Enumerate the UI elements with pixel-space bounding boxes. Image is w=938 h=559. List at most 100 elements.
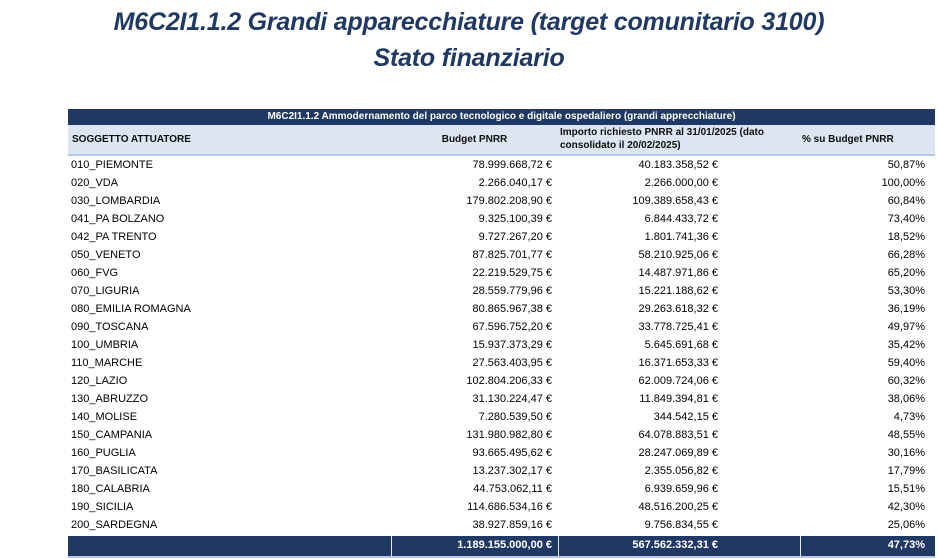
budget-cell: 28.559.779,96 €	[472, 285, 552, 297]
importo-cell: 5.645.691,68 €	[644, 339, 718, 351]
importo-cell: 48.516.200,25 €	[638, 501, 718, 513]
importo-cell: 11.849.394,81 €	[639, 393, 718, 405]
budget-cell: 22.219.529,75 €	[472, 267, 552, 279]
region-cell: 030_LOMBARDIA	[71, 195, 161, 207]
pct-cell: 36,19%	[887, 303, 925, 315]
table-row: 160_PUGLIA 93.665.495,62 € 28.247.069,89…	[68, 444, 935, 462]
budget-cell: 78.999.668,72 €	[472, 159, 552, 171]
pct-cell: 50,87%	[887, 159, 925, 171]
pct-cell: 35,42%	[887, 339, 925, 351]
table-row: 060_FVG 22.219.529,75 € 14.487.971,86 € …	[68, 264, 935, 282]
column-header-soggetto: SOGGETTO ATTUATORE	[72, 134, 191, 145]
region-cell: 042_PA TRENTO	[71, 231, 157, 243]
pct-cell: 59,40%	[887, 357, 925, 369]
importo-cell: 109.389.658,43 €	[632, 195, 718, 207]
budget-cell: 9.727.267,20 €	[478, 231, 552, 243]
pct-cell: 66,28%	[887, 249, 925, 261]
table-band-title: M6C2I1.1.2 Ammodernamento del parco tecn…	[68, 109, 935, 125]
budget-cell: 31.130.224,47 €	[472, 393, 552, 405]
page-title-line2: Stato finanziario	[373, 43, 565, 72]
table-row: 050_VENETO 87.825.701,77 € 58.210.925,06…	[68, 246, 935, 264]
pct-cell: 48,55%	[887, 429, 925, 441]
page-title-line1: M6C2I1.1.2 Grandi apparecchiature (targe…	[113, 8, 825, 36]
table-row: 090_TOSCANA 67.596.752,20 € 33.778.725,4…	[68, 318, 935, 336]
pct-cell: 30,16%	[887, 447, 925, 459]
importo-cell: 9.756.834,55 €	[644, 519, 718, 531]
pct-cell: 18,52%	[887, 231, 925, 243]
pct-cell: 25,06%	[887, 519, 925, 531]
region-cell: 110_MARCHE	[71, 357, 143, 369]
importo-cell: 58.210.925,06 €	[638, 249, 718, 261]
region-cell: 041_PA BOLZANO	[71, 213, 165, 225]
column-header-importo: Importo richiesto PNRR al 31/01/2025 (da…	[560, 127, 764, 151]
importo-cell: 2.355.056,82 €	[644, 465, 718, 477]
region-cell: 020_VDA	[71, 177, 119, 189]
pct-cell: 49,97%	[887, 321, 925, 333]
region-cell: 170_BASILICATA	[71, 465, 158, 477]
pct-cell: 42,30%	[887, 501, 925, 513]
importo-cell: 33.778.725,41 €	[638, 321, 718, 333]
budget-cell: 7.280.539,50 €	[478, 411, 552, 423]
region-cell: 130_ABRUZZO	[71, 393, 149, 405]
financial-status-table: M6C2I1.1.2 Ammodernamento del parco tecn…	[68, 109, 935, 558]
budget-cell: 87.825.701,77 €	[472, 249, 552, 261]
pct-cell: 4,73%	[893, 411, 925, 423]
importo-cell: 64.078.883,51 €	[638, 429, 718, 441]
budget-cell: 13.237.302,17 €	[472, 465, 552, 477]
pct-cell: 15,51%	[887, 483, 925, 495]
budget-cell: 93.665.495,62 €	[472, 447, 552, 459]
table-row: 030_LOMBARDIA 179.802.208,90 € 109.389.6…	[68, 192, 935, 210]
budget-cell: 27.563.403,95 €	[472, 357, 552, 369]
region-cell: 190_SICILIA	[71, 501, 134, 513]
total-budget-cell: 1.189.155.000,00 €	[391, 536, 558, 556]
region-cell: 180_CALABRIA	[71, 483, 150, 495]
budget-cell: 179.802.208,90 €	[466, 195, 552, 207]
row-divider	[68, 534, 935, 536]
budget-cell: 44.753.062,11 €	[473, 483, 552, 495]
importo-cell: 15.221.188,62 €	[638, 285, 718, 297]
region-cell: 090_TOSCANA	[71, 321, 149, 333]
budget-cell: 2.266.040,17 €	[478, 177, 552, 189]
table-row: 180_CALABRIA 44.753.062,11 € 6.939.659,9…	[68, 480, 935, 498]
table-row: 150_CAMPANIA 131.980.982,80 € 64.078.883…	[68, 426, 935, 444]
importo-cell: 40.183.358,52 €	[638, 159, 718, 171]
budget-cell: 131.980.982,80 €	[466, 429, 552, 441]
pct-cell: 38,06%	[887, 393, 925, 405]
importo-cell: 14.487.971,86 €	[638, 267, 718, 279]
table-row: 010_PIEMONTE 78.999.668,72 € 40.183.358,…	[68, 156, 935, 174]
table-row: 140_MOLISE 7.280.539,50 € 344.542,15 € 4…	[68, 408, 935, 426]
table-row: 080_EMILIA ROMAGNA 80.865.967,38 € 29.26…	[68, 300, 935, 318]
importo-cell: 1.801.741,36 €	[644, 231, 718, 243]
region-cell: 200_SARDEGNA	[71, 519, 158, 531]
importo-cell: 344.542,15 €	[653, 411, 718, 423]
region-cell: 050_VENETO	[71, 249, 141, 261]
importo-cell: 6.939.659,96 €	[644, 483, 718, 495]
pct-cell: 17,79%	[887, 465, 925, 477]
importo-cell: 2.266.000,00 €	[644, 177, 718, 189]
table-row: 170_BASILICATA 13.237.302,17 € 2.355.056…	[68, 462, 935, 480]
importo-cell: 6.844.433,72 €	[644, 213, 718, 225]
table-row: 120_LAZIO 102.804.206,33 € 62.009.724,06…	[68, 372, 935, 390]
table-row: 020_VDA 2.266.040,17 € 2.266.000,00 € 10…	[68, 174, 935, 192]
pct-cell: 60,32%	[887, 375, 925, 387]
importo-cell: 29.263.618,32 €	[638, 303, 718, 315]
region-cell: 080_EMILIA ROMAGNA	[71, 303, 191, 315]
region-cell: 140_MOLISE	[71, 411, 138, 423]
budget-cell: 15.937.373,29 €	[472, 339, 552, 351]
pct-cell: 100,00%	[881, 177, 925, 189]
table-row: 100_UMBRIA 15.937.373,29 € 5.645.691,68 …	[68, 336, 935, 354]
region-cell: 070_LIGURIA	[71, 285, 140, 297]
region-cell: 120_LAZIO	[71, 375, 128, 387]
pct-cell: 73,40%	[887, 213, 925, 225]
region-cell: 150_CAMPANIA	[71, 429, 153, 441]
total-pct-cell: 47,73%	[800, 536, 935, 556]
table-row: 200_SARDEGNA 38.927.859,16 € 9.756.834,5…	[68, 516, 935, 534]
region-cell: 010_PIEMONTE	[71, 159, 153, 171]
budget-cell: 9.325.100,39 €	[478, 213, 552, 225]
pct-cell: 65,20%	[887, 267, 925, 279]
pct-cell: 60,84%	[887, 195, 925, 207]
budget-cell: 80.865.967,38 €	[472, 303, 552, 315]
importo-cell: 16.371.653,33 €	[638, 357, 718, 369]
budget-cell: 67.596.752,20 €	[472, 321, 552, 333]
total-importo-cell: 567.562.332,31 €	[558, 536, 800, 556]
